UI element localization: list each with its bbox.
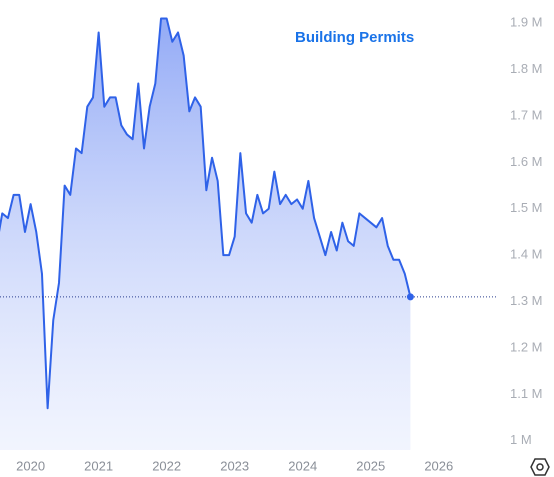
y-tick-label: 1.5 M xyxy=(510,200,543,215)
x-tick-label: 2022 xyxy=(152,458,181,473)
y-tick-label: 1 M xyxy=(510,432,532,447)
x-tick-label: 2023 xyxy=(220,458,249,473)
x-tick-label: 2021 xyxy=(84,458,113,473)
y-tick-label: 1.2 M xyxy=(510,339,543,354)
y-tick-label: 1.4 M xyxy=(510,247,543,262)
icon-circle xyxy=(536,463,544,471)
x-tick-label: 2026 xyxy=(424,458,453,473)
y-tick-label: 1.3 M xyxy=(510,293,543,308)
y-tick-label: 1.1 M xyxy=(510,386,543,401)
settings-icon[interactable] xyxy=(530,458,550,476)
y-tick-label: 1.7 M xyxy=(510,107,543,122)
chart-title: Building Permits xyxy=(295,29,414,46)
x-tick-label: 2025 xyxy=(356,458,385,473)
x-tick-label: 2024 xyxy=(288,458,317,473)
y-tick-label: 1.9 M xyxy=(510,15,543,30)
y-tick-label: 1.8 M xyxy=(510,61,543,76)
icon-hexagon xyxy=(530,458,550,476)
y-tick-label: 1.6 M xyxy=(510,154,543,169)
area-fill xyxy=(0,18,411,450)
x-tick-label: 2020 xyxy=(16,458,45,473)
plot-area xyxy=(0,17,412,450)
line xyxy=(0,17,412,410)
last-point xyxy=(406,293,414,301)
